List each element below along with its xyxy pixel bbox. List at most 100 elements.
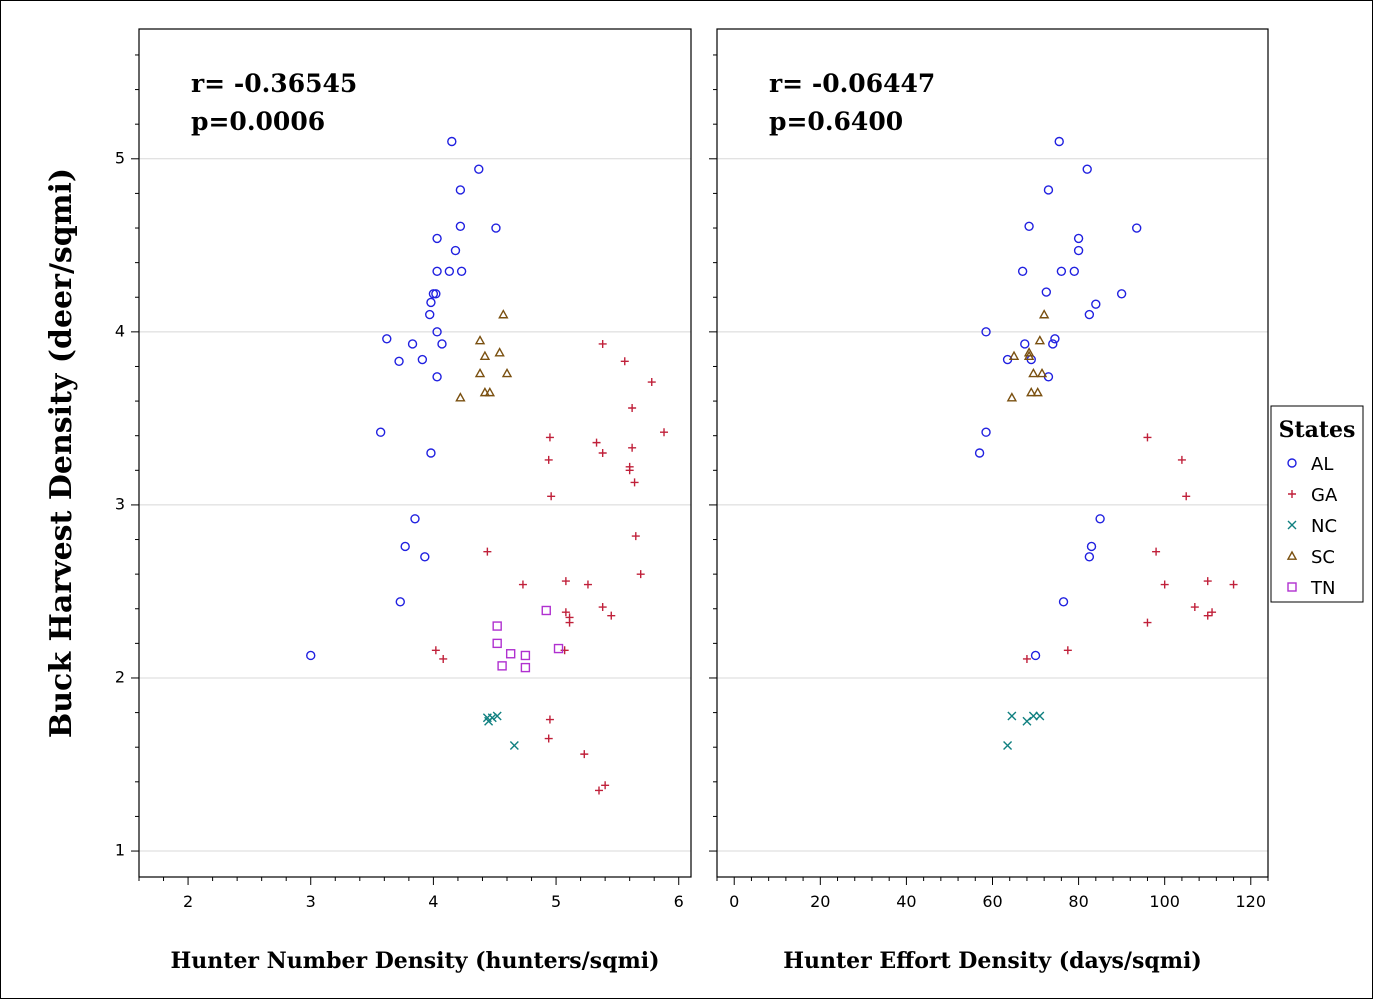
data-point-sc	[1008, 350, 1020, 360]
data-point-al	[1116, 289, 1127, 299]
data-point-al	[1056, 266, 1067, 276]
data-point-sc	[474, 335, 486, 345]
data-point-sc	[1026, 386, 1037, 397]
legend-label: NC	[1311, 516, 1337, 537]
x-tick-label: 60	[982, 892, 1002, 911]
legend-label: TN	[1310, 578, 1335, 599]
data-point-ga	[1143, 618, 1152, 627]
data-point-ga	[439, 654, 448, 663]
data-point-sc	[455, 392, 466, 402]
x-tick-label: 80	[1068, 892, 1088, 911]
data-point-tn	[520, 650, 531, 661]
data-point-sc	[501, 367, 513, 378]
x-tick-label: 4	[428, 892, 438, 911]
plot-area-frame	[138, 28, 692, 878]
correlation-r: r= -0.36545	[191, 69, 357, 98]
x-tick-label: 6	[674, 892, 684, 911]
data-point-ga	[598, 603, 607, 612]
series-al	[306, 136, 501, 661]
data-point-ga	[598, 339, 607, 348]
data-point-nc	[1028, 711, 1038, 721]
data-point-al	[395, 597, 405, 607]
data-point-ga	[601, 781, 610, 790]
data-point-al	[407, 339, 418, 349]
data-point-ga	[544, 455, 553, 464]
data-point-al	[306, 650, 316, 661]
data-point-al	[1091, 299, 1101, 309]
data-point-ga	[1063, 646, 1072, 655]
data-point-ga	[561, 577, 570, 586]
legend-marker-nc	[1287, 520, 1297, 530]
legend-marker-tn	[1287, 582, 1297, 592]
legend-marker-sc	[1286, 550, 1298, 560]
data-point-ga	[431, 646, 440, 655]
data-point-al	[1082, 164, 1092, 174]
data-point-ga	[545, 433, 554, 442]
data-point-sc	[1006, 392, 1018, 402]
correlation-p: p=0.0006	[191, 107, 325, 136]
data-point-al	[474, 164, 484, 174]
legend-item-ga: GA	[1288, 485, 1338, 506]
data-point-al	[1054, 136, 1064, 147]
data-point-al	[1073, 233, 1084, 244]
x-tick-label: 100	[1149, 892, 1180, 911]
data-point-ga	[595, 786, 603, 795]
data-point-ga	[1182, 492, 1191, 501]
data-point-ga	[607, 611, 616, 620]
y-axis-label: Buck Harvest Density (deer/sqmi)	[44, 168, 79, 738]
data-point-sc	[498, 309, 509, 319]
data-point-sc	[1036, 367, 1048, 378]
panel-2: 0 20 40 60 80 100 120 Hunter Effort Density (da…	[709, 28, 1269, 974]
data-point-al	[432, 372, 442, 382]
legend-marker-ga	[1288, 490, 1296, 498]
panel-1: 2 3 4 5 6 1 2 3 4 5 Hunter Number Density (hunters…	[115, 28, 692, 974]
data-point-nc	[1022, 716, 1032, 726]
data-point-al	[417, 354, 428, 365]
data-point-al	[1030, 650, 1041, 661]
data-point-al	[444, 266, 455, 276]
x-tick-label: 20	[810, 892, 830, 911]
series-ga	[431, 339, 669, 795]
data-point-al	[425, 309, 435, 320]
x-axis-label: Hunter Number Density (hunters/sqmi)	[171, 948, 660, 974]
data-point-al	[1058, 597, 1069, 607]
data-point-tn	[492, 638, 502, 649]
data-point-al	[1132, 223, 1142, 233]
legend-label: GA	[1311, 485, 1338, 506]
data-point-ga	[592, 438, 601, 447]
data-point-nc	[492, 711, 502, 721]
y-tick-label: 4	[115, 321, 125, 340]
data-point-tn	[497, 661, 507, 671]
data-point-ga	[631, 532, 640, 541]
data-point-sc	[1034, 335, 1046, 345]
correlation-r: r= -0.06447	[769, 69, 935, 98]
legend-item-tn: TN	[1287, 578, 1335, 599]
data-point-ga	[660, 428, 669, 437]
data-point-al	[456, 266, 467, 276]
series-nc	[1003, 711, 1045, 750]
data-point-ga	[636, 570, 645, 579]
y-tick-label: 1	[115, 841, 125, 860]
data-point-al	[428, 289, 439, 299]
data-point-ga	[580, 750, 589, 759]
legend-item-nc: NC	[1287, 516, 1337, 537]
data-point-al	[1084, 552, 1095, 562]
data-point-al	[491, 223, 501, 233]
data-point-al	[1050, 334, 1060, 344]
data-point-sc	[479, 350, 491, 360]
data-point-ga	[647, 378, 656, 387]
data-point-al	[437, 339, 447, 349]
data-point-ga	[518, 580, 527, 589]
legend-label: AL	[1311, 454, 1333, 475]
data-point-al	[426, 448, 436, 458]
data-point-ga	[544, 734, 553, 743]
y-tick-label: 3	[115, 494, 125, 513]
data-point-ga	[561, 608, 570, 617]
data-point-ga	[1177, 455, 1186, 464]
data-point-ga	[1208, 608, 1217, 617]
legend-title: States	[1279, 417, 1356, 443]
data-point-ga	[1143, 433, 1152, 442]
series-ga	[1022, 433, 1238, 663]
